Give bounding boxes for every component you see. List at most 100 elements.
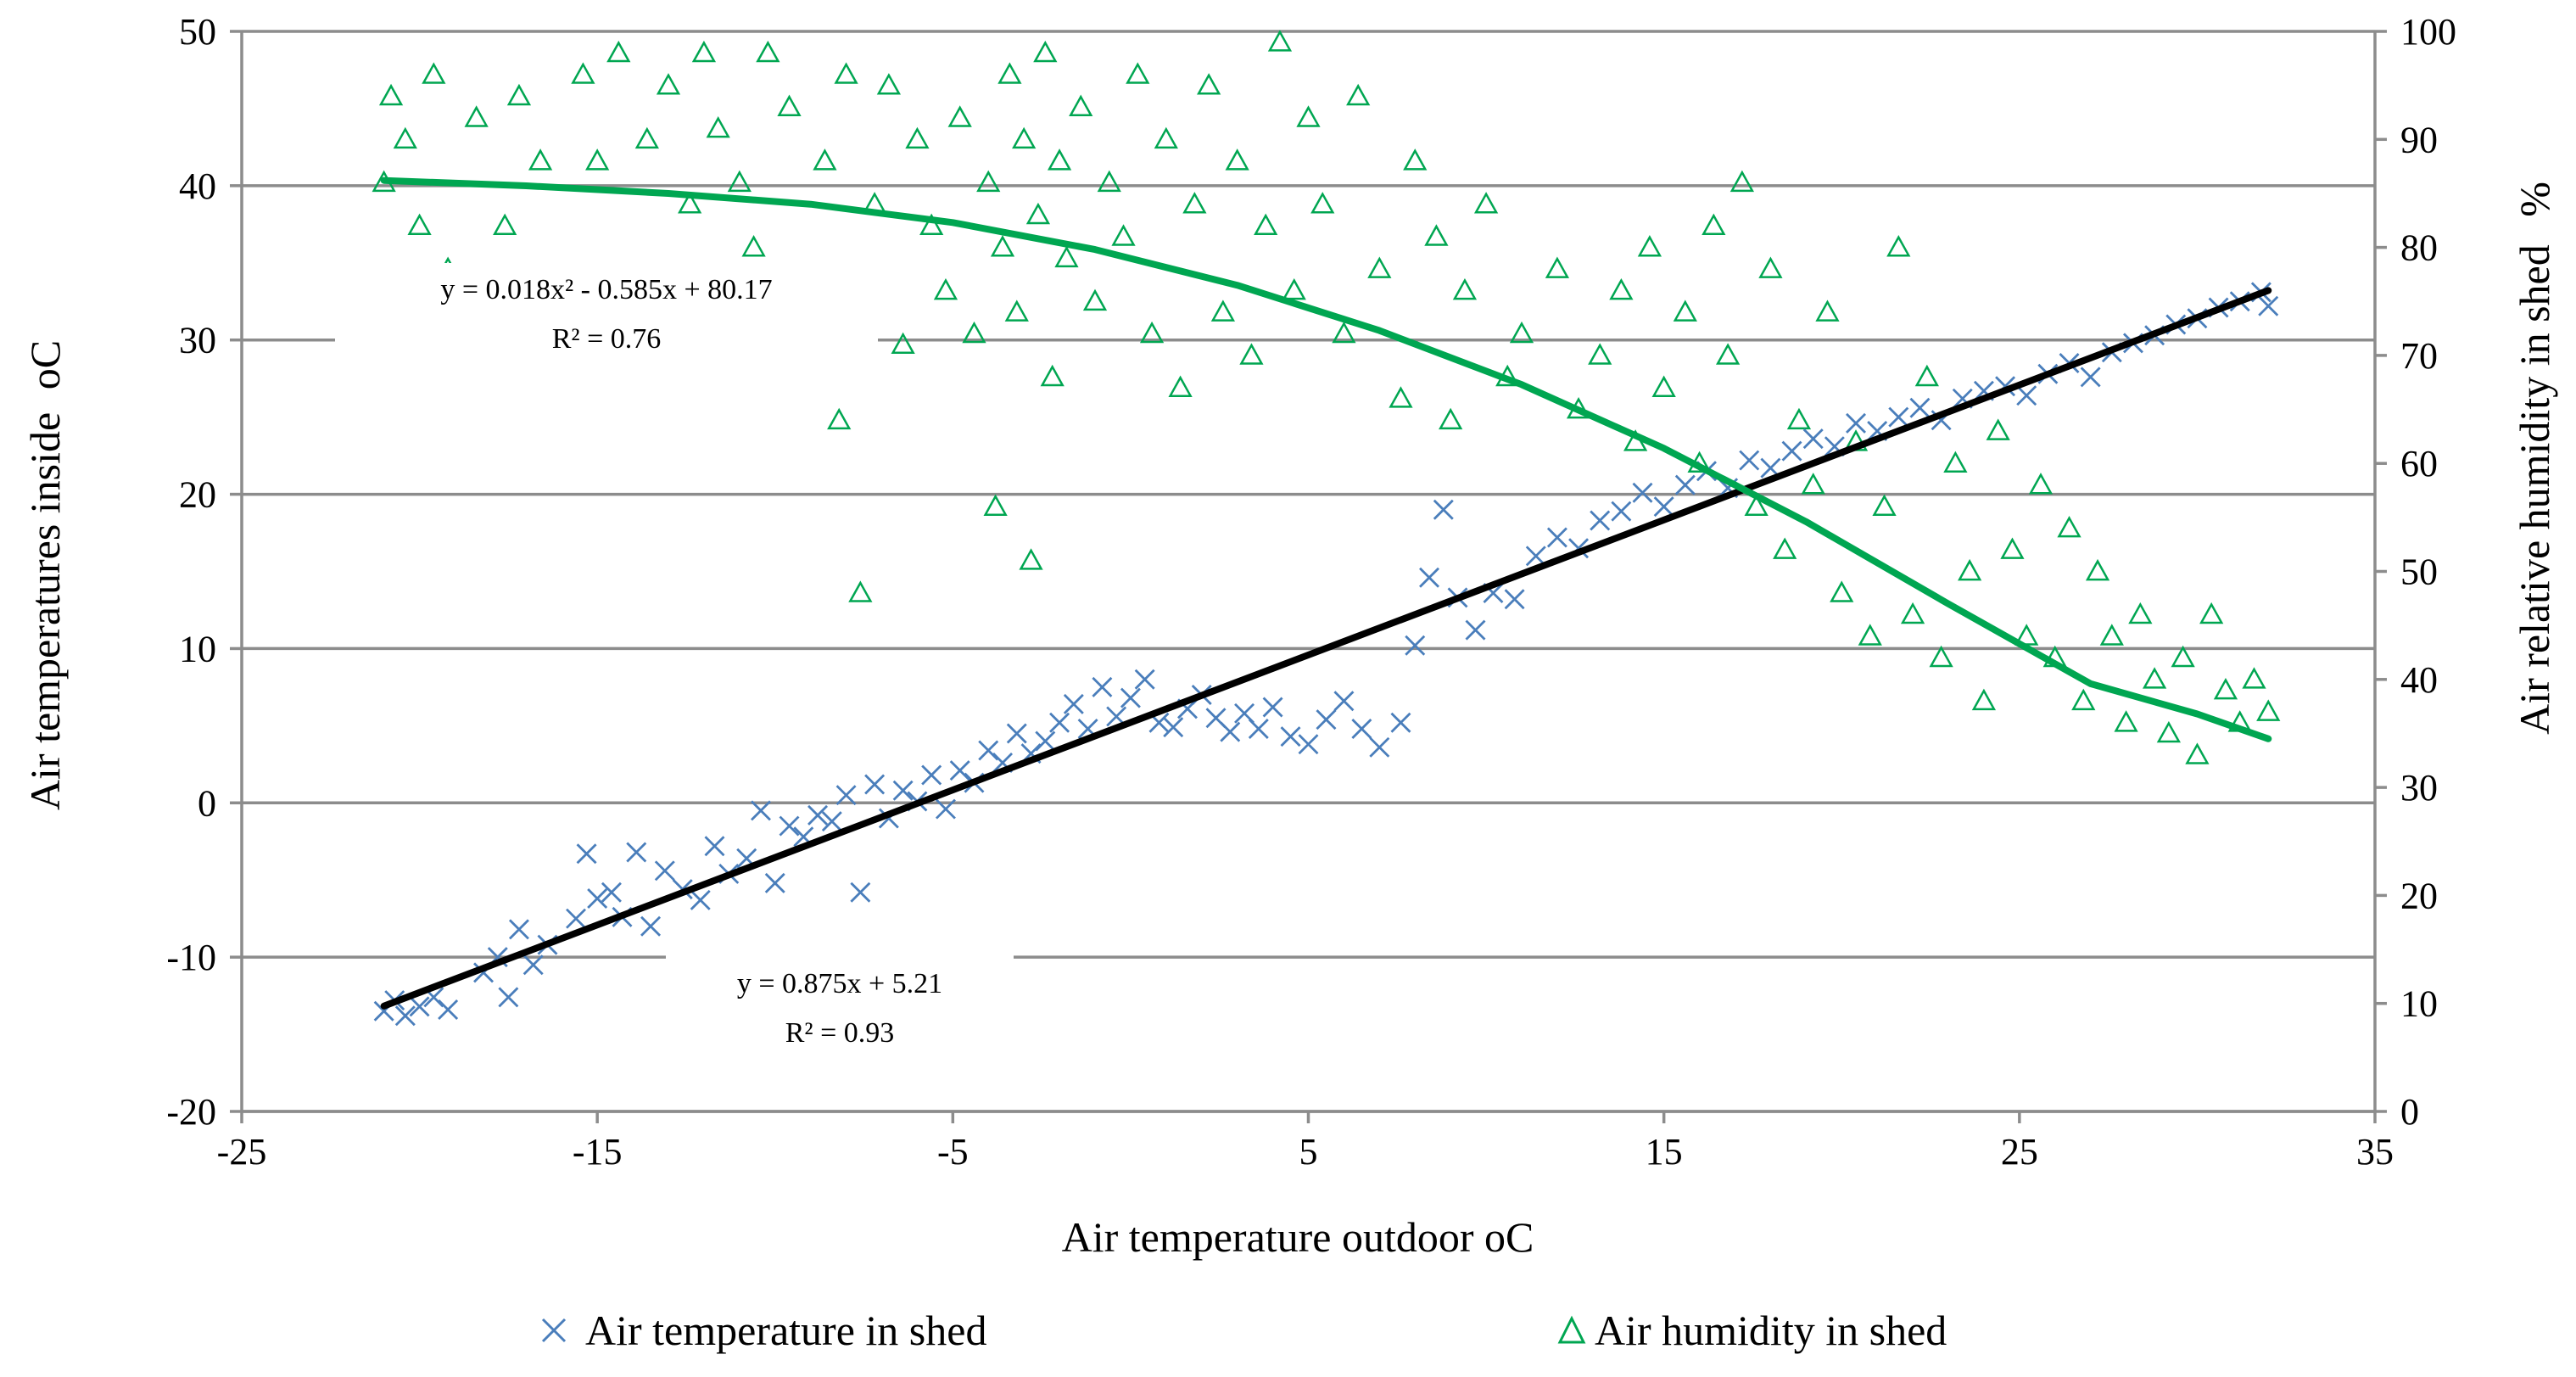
humidity-point [1744,494,1769,516]
y-left-tick-label: 30 [179,320,216,361]
humidity-point [1729,170,1755,193]
humidity-points [372,30,2281,764]
humidity-equation-box [335,263,878,365]
humidity-point [919,213,944,235]
y-right-title-unit: % [2511,182,2558,217]
humidity-point [990,235,1015,257]
humidity-point [2242,667,2266,689]
temperature-point [750,800,771,821]
x-tick-label: 15 [1646,1131,1683,1173]
y-right-tick-label: 70 [2400,335,2438,377]
humidity-point [1389,386,1413,408]
temperature-point [654,860,675,882]
humidity-point [1637,235,1662,257]
humidity-point [1509,321,1534,344]
humidity-point [378,83,404,106]
humidity-point [2142,667,2167,689]
humidity-point [1702,213,1726,235]
humidity-point [2028,473,2054,495]
temperature-point [1092,676,1113,697]
humidity-point [1012,126,1037,149]
y-right-tick-label: 50 [2400,551,2438,593]
humidity-point [1773,537,1797,559]
temperature-point [1653,496,1674,518]
temperature-point [1433,499,1454,520]
humidity-point [756,40,780,63]
humidity-point [2256,699,2281,721]
humidity-point [976,170,1001,193]
humidity-point [1914,364,1939,387]
humidity-point [1019,548,1043,570]
humidity-point [464,105,489,127]
x-axis-title: Air temperature outdoor oC [1062,1213,1534,1261]
humidity-point [2085,558,2110,581]
humidity-point [1403,148,1428,171]
humidity-point [933,277,958,300]
temperature-point [1674,474,1696,495]
temperature-point [1333,691,1355,712]
y-left-axis-title: Air temperatures inside oC [21,340,69,810]
humidity-point [1815,299,1840,322]
temperature-point [1280,726,1301,747]
humidity-point [891,332,915,355]
temperature-point [576,843,597,865]
humidity-point [1004,299,1029,322]
temperature-point [640,915,662,937]
temperature-point [1120,687,1141,708]
humidity-point [983,494,1008,516]
y-left-tick-label: 0 [198,782,216,824]
humidity-r2: R² = 0.76 [552,323,662,355]
y-right-title-text: Air relative humidity in shed [2511,244,2558,735]
humidity-point [1047,148,1072,171]
temperature-point [1802,428,1824,450]
humidity-point [1609,277,1634,300]
humidity-point [834,62,858,84]
humidity-point [1900,602,1925,624]
humidity-point [1182,192,1207,214]
svg-text:Air relative humidity in shed: Air relative humidity in shed % [2511,182,2558,735]
y-left-tick-label: -10 [166,937,216,978]
temperature-point [1369,736,1390,758]
humidity-point [1154,126,1178,149]
y-left-tick-label: 40 [179,165,216,207]
humidity-point [1943,451,1968,473]
humidity-point [1758,256,1783,278]
humidity-point [1346,83,1371,106]
humidity-point [1267,30,1293,52]
humidity-point [506,83,532,106]
temperature-point [892,780,914,801]
y-left-tick-label: -20 [166,1091,216,1133]
temperature-point [1546,527,1567,548]
humidity-point [1801,473,1825,495]
humidity-point [1367,256,1392,278]
humidity-point [1082,288,1108,311]
humidity-point [1126,62,1150,84]
legend-label-humidity: Air humidity in shed [1595,1307,1947,1354]
humidity-point [876,73,902,95]
humidity-point [706,115,730,138]
humidity-point [777,94,802,116]
humidity-point [827,407,852,430]
legend-item-temperature: Air temperature in shed [541,1307,986,1354]
y-right-tick-label: 30 [2400,767,2438,809]
temperature-point [2258,295,2279,316]
humidity-point [1439,407,1463,430]
humidity-point [962,321,986,344]
humidity-point [1424,224,1449,246]
axes [230,30,2387,1123]
legend-label-temperature: Air temperature in shed [585,1307,986,1354]
temperature-point [1465,619,1486,641]
temperature-point [409,996,430,1017]
svg-text:Air temperatures inside: Air temperatures inside oC [21,340,69,810]
humidity-point [1254,213,1278,235]
temperature-point [821,811,842,832]
temperature-point [587,888,608,910]
temperature-point [601,882,622,903]
humidity-point [1239,343,1264,365]
x-tick-label: -25 [217,1131,267,1173]
trendlines [380,176,2272,1010]
humidity-point [1452,277,1478,300]
temperature-point [779,815,800,837]
y-left-tick-label: 10 [179,628,216,669]
humidity-point [634,126,659,149]
